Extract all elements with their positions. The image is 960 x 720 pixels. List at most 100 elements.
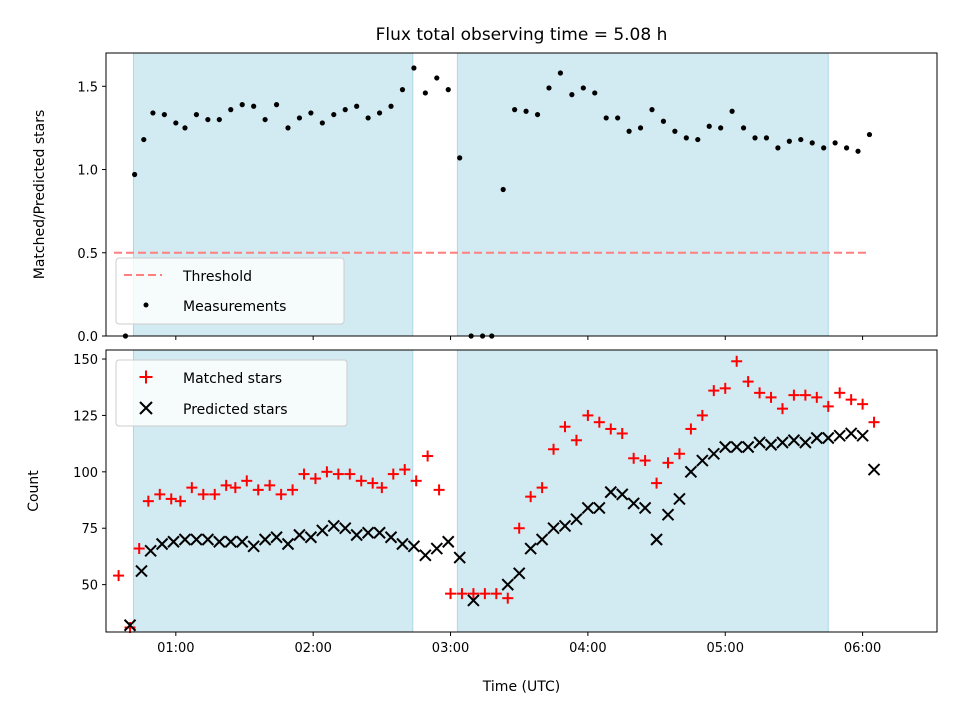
predicted-star-point bbox=[856, 429, 869, 442]
marker-stroke bbox=[396, 537, 409, 551]
matched-star-point bbox=[639, 455, 651, 467]
predicted-star-point bbox=[201, 533, 215, 546]
measurement-point bbox=[457, 155, 463, 161]
matched-star-point bbox=[548, 443, 560, 455]
matched-star-point bbox=[275, 488, 287, 500]
chart-title: Flux total observing time = 5.08 h bbox=[376, 25, 668, 45]
predicted-star-point bbox=[833, 429, 846, 442]
matched-star-point bbox=[788, 389, 800, 401]
matched-star-point bbox=[731, 355, 743, 367]
matched-star-point bbox=[834, 387, 846, 399]
measurement-point bbox=[832, 140, 838, 146]
measurement-point bbox=[354, 103, 360, 109]
predicted-star-point bbox=[776, 436, 789, 449]
measurement-point bbox=[740, 125, 747, 131]
marker-stroke bbox=[684, 465, 698, 479]
predicted-star-point bbox=[442, 535, 455, 548]
marker-stroke bbox=[638, 501, 652, 515]
predicted-star-point bbox=[787, 434, 801, 447]
marker-stroke bbox=[810, 431, 824, 445]
matched-star-point bbox=[845, 394, 857, 406]
marker-stroke bbox=[696, 454, 709, 467]
legend-measurements-label: Measurements bbox=[183, 299, 286, 315]
predicted-star-point bbox=[513, 567, 526, 580]
matched-star-point bbox=[799, 389, 811, 401]
legend-predicted-label: Predicted stars bbox=[183, 402, 288, 418]
matched-star-point bbox=[445, 588, 457, 600]
legend-matched-swatch bbox=[139, 370, 153, 384]
matched-star-point bbox=[811, 391, 823, 403]
measurement-point bbox=[228, 107, 234, 113]
marker-stroke bbox=[627, 497, 640, 510]
measurement-point bbox=[331, 111, 337, 118]
measurement-point bbox=[706, 123, 712, 129]
legend-predicted-swatch bbox=[139, 401, 153, 415]
matched-star-point bbox=[197, 488, 209, 500]
measurement-point bbox=[296, 115, 303, 121]
marker-stroke bbox=[707, 447, 721, 460]
marker-stroke bbox=[178, 533, 192, 546]
measurement-point bbox=[285, 125, 291, 131]
measurement-point bbox=[193, 111, 200, 118]
marker-stroke bbox=[442, 535, 455, 548]
predicted-star-point bbox=[373, 526, 386, 539]
predicted-star-point bbox=[581, 501, 595, 515]
count-panel-y-axis-label: Count bbox=[26, 470, 42, 512]
marker-stroke bbox=[856, 429, 869, 442]
predicted-star-point bbox=[593, 501, 606, 515]
measurement-point bbox=[434, 75, 440, 81]
matched-star-point bbox=[422, 450, 434, 462]
matched-star-point bbox=[321, 466, 333, 478]
matched-star-point bbox=[387, 468, 399, 480]
predicted-star-point bbox=[547, 522, 560, 535]
matched-star-point bbox=[376, 482, 388, 494]
matched-star-point bbox=[287, 484, 299, 496]
predicted-star-point bbox=[822, 431, 835, 445]
ratio-panel-x-ticks bbox=[175, 336, 864, 340]
predicted-star-point bbox=[558, 519, 572, 533]
measurement-point bbox=[512, 107, 518, 113]
predicted-star-point bbox=[258, 533, 272, 546]
predicted-star-point bbox=[430, 542, 444, 555]
matched-star-point bbox=[628, 452, 640, 464]
predicted-star-point bbox=[696, 454, 709, 467]
marker-stroke bbox=[570, 512, 583, 526]
matched-star-point bbox=[220, 479, 232, 491]
measurement-point bbox=[580, 85, 586, 91]
matched-star-point bbox=[868, 416, 880, 428]
marker-stroke bbox=[201, 533, 215, 546]
matched-star-point bbox=[241, 475, 253, 487]
measurement-point bbox=[855, 148, 861, 154]
predicted-star-point bbox=[638, 501, 652, 515]
marker-stroke bbox=[327, 519, 340, 533]
y-tick-label: 150 bbox=[73, 353, 98, 368]
predicted-star-point bbox=[524, 542, 537, 555]
x-tick-label: 06:00 bbox=[844, 641, 881, 656]
measurement-point bbox=[216, 116, 222, 123]
measurement-point bbox=[626, 128, 632, 134]
predicted-star-point bbox=[810, 431, 824, 445]
matched-star-point bbox=[513, 522, 525, 534]
matched-star-point bbox=[332, 468, 344, 480]
marker-stroke bbox=[213, 535, 226, 548]
measurement-point bbox=[660, 118, 667, 124]
marker-stroke bbox=[776, 436, 789, 449]
matched-star-point bbox=[264, 479, 276, 491]
predicted-star-point bbox=[213, 535, 226, 548]
marker-stroke bbox=[787, 434, 801, 447]
y-tick-label: 0.5 bbox=[77, 247, 98, 262]
marker-stroke bbox=[144, 544, 157, 557]
measurement-point bbox=[683, 135, 689, 141]
measurement-point bbox=[150, 110, 156, 116]
marker-stroke bbox=[304, 531, 318, 544]
matched-star-point bbox=[490, 588, 502, 600]
marker-stroke bbox=[373, 526, 386, 539]
predicted-star-point bbox=[661, 508, 675, 521]
marker-stroke bbox=[258, 533, 272, 546]
marker-stroke bbox=[616, 488, 629, 501]
marker-stroke bbox=[535, 533, 549, 546]
predicted-star-point bbox=[167, 535, 180, 548]
matched-star-point bbox=[252, 484, 264, 496]
matched-star-point bbox=[344, 468, 356, 480]
marker-stroke bbox=[247, 540, 260, 553]
